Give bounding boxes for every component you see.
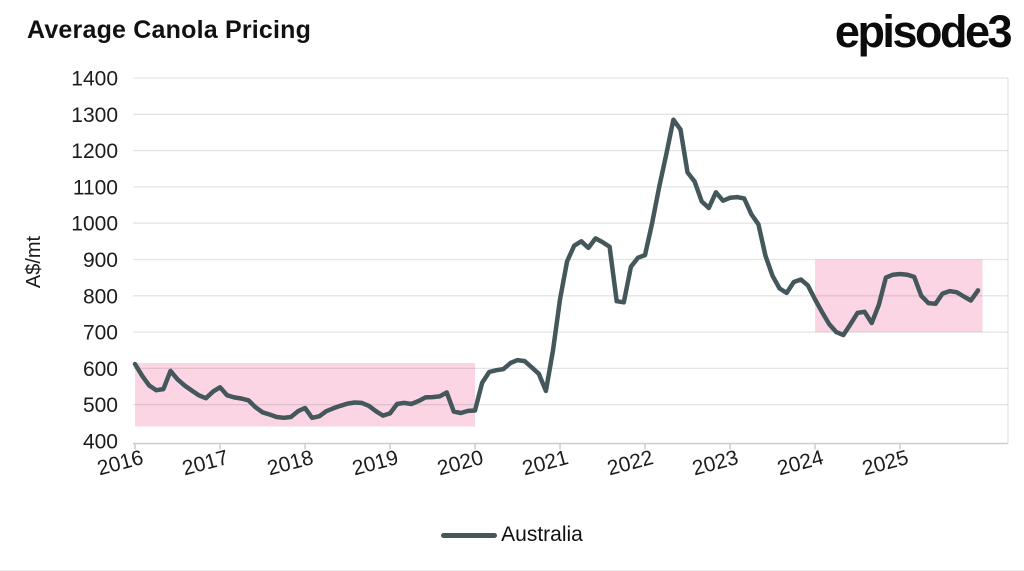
y-tick-label: 900 bbox=[83, 249, 118, 272]
x-tick-label: 2024 bbox=[775, 446, 826, 480]
x-tick-label: 2025 bbox=[860, 446, 911, 480]
x-tick-label: 2018 bbox=[265, 446, 316, 480]
highlight-band bbox=[815, 259, 983, 333]
x-tick-label: 2019 bbox=[350, 446, 401, 480]
chart-title: Average Canola Pricing bbox=[27, 16, 312, 44]
x-tick-label: 2022 bbox=[605, 446, 656, 480]
x-tick-label: 2017 bbox=[180, 446, 231, 480]
y-tick-label: 1400 bbox=[71, 68, 118, 91]
y-tick-label: 700 bbox=[83, 322, 118, 345]
y-axis-title: A$/mt bbox=[23, 235, 45, 288]
y-tick-label: 1000 bbox=[71, 213, 118, 236]
brand-logo: episode3 bbox=[834, 6, 1013, 57]
legend-line-swatch bbox=[441, 532, 498, 538]
y-tick-label: 1200 bbox=[71, 140, 118, 163]
y-tick-label: 1300 bbox=[71, 104, 118, 127]
y-tick-label: 1100 bbox=[73, 176, 118, 199]
y-tick-label: 400 bbox=[83, 431, 118, 454]
series-line-australia bbox=[132, 117, 981, 421]
x-tick-label: 2023 bbox=[690, 446, 741, 480]
y-tick-label: 500 bbox=[83, 394, 118, 417]
x-tick-label: 2020 bbox=[435, 446, 486, 480]
x-tick-label: 2021 bbox=[520, 446, 571, 480]
y-tick-label: 600 bbox=[83, 358, 118, 381]
y-tick-label: 800 bbox=[83, 285, 118, 308]
highlight-band bbox=[135, 362, 476, 427]
legend-label: Australia bbox=[501, 523, 583, 546]
legend: Australia bbox=[0, 523, 1024, 547]
